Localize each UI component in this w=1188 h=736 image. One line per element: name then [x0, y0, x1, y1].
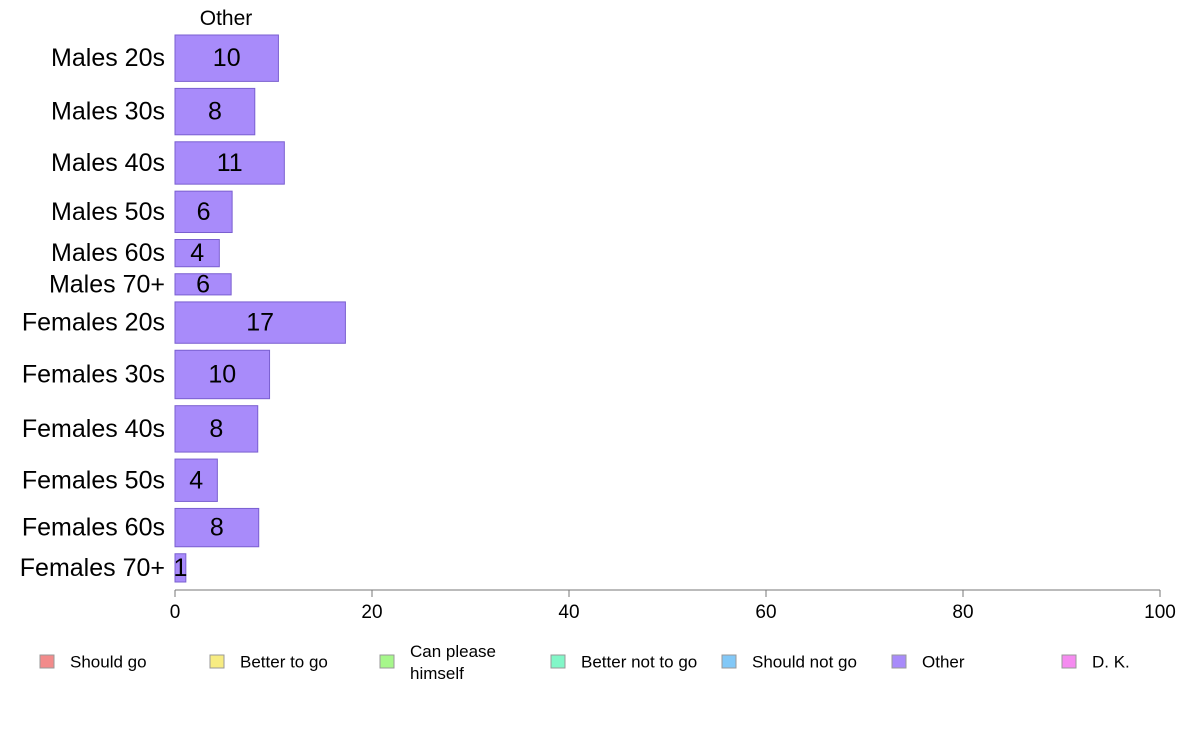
x-tick-label: 100	[1144, 602, 1176, 623]
legend-swatch	[721, 654, 737, 669]
category-label: Females 60s	[22, 514, 165, 542]
panel-title: Other	[200, 7, 253, 30]
bar-value-label: 17	[246, 309, 274, 337]
bar-value-label: 8	[208, 98, 222, 126]
bar-value-label: 4	[190, 239, 204, 267]
category-label: Males 70+	[49, 270, 165, 298]
bar-value-label: 10	[213, 44, 241, 72]
bar	[174, 458, 218, 502]
x-tick-label: 40	[558, 602, 579, 623]
category-label: Females 70+	[20, 554, 165, 582]
bar	[174, 239, 220, 268]
category-label: Females 20s	[22, 309, 165, 337]
bar-value-label: 4	[189, 466, 203, 494]
bar-value-label: 11	[217, 149, 243, 177]
legend-label: Should go	[70, 653, 147, 672]
legend-swatch	[891, 654, 907, 669]
bar-value-label: 8	[210, 514, 224, 542]
category-label: Females 30s	[22, 360, 165, 388]
bar	[174, 273, 232, 296]
bar-value-label: 6	[196, 270, 210, 298]
bar	[174, 190, 233, 234]
category-label: Males 50s	[51, 198, 165, 226]
legend-swatch	[39, 654, 55, 669]
bars-group: Males 20s 10 Males 30s 8 Males 40s 11 Males 50…	[20, 34, 346, 583]
legend-label: Better not to go	[581, 653, 697, 672]
x-tick-label: 20	[361, 602, 382, 623]
legend-swatch	[550, 654, 566, 669]
legend-label: Better to go	[240, 653, 328, 672]
legend-label: Can please himself	[410, 642, 496, 683]
bar	[174, 87, 256, 136]
bar-value-label: 1	[173, 554, 187, 582]
category-label: Males 20s	[51, 44, 165, 72]
category-label: Males 40s	[51, 149, 165, 177]
bar-value-label: 8	[209, 415, 223, 443]
x-tick-label: 0	[170, 602, 181, 623]
bar	[174, 141, 285, 185]
bar-value-label: 10	[208, 360, 236, 388]
legend: Should go Better to go Can please himself Be…	[39, 642, 1130, 683]
bar-value-label: 6	[197, 198, 211, 226]
legend-swatch	[1061, 654, 1077, 669]
bar	[174, 553, 187, 583]
bar	[174, 507, 260, 548]
x-tick-label: 80	[952, 602, 973, 623]
category-label: Females 50s	[22, 466, 165, 494]
bar	[174, 34, 279, 82]
legend-label: Should not go	[752, 653, 857, 672]
x-tick-label: 60	[755, 602, 776, 623]
x-axis: 0 20 40 60 80 100	[170, 589, 1176, 623]
bar	[174, 301, 346, 344]
legend-label: Other	[922, 653, 965, 672]
legend-swatch	[209, 654, 225, 669]
category-label: Males 30s	[51, 98, 165, 126]
bar	[174, 349, 271, 400]
category-label: Females 40s	[22, 415, 165, 443]
legend-swatch	[379, 654, 395, 669]
legend-label: D. K.	[1092, 653, 1130, 672]
category-label: Males 60s	[51, 239, 165, 267]
bar	[174, 405, 259, 453]
